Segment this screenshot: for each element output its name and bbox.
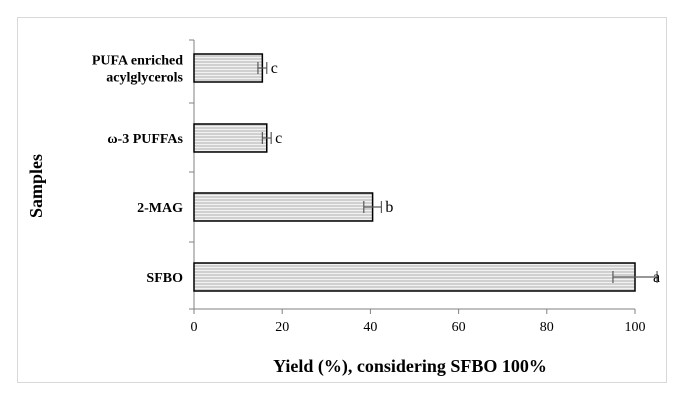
category-label-line: PUFA enriched bbox=[92, 54, 183, 69]
category-label-line: SFBO bbox=[146, 271, 183, 286]
category-label: ω-3 PUFFAs bbox=[107, 132, 183, 147]
x-tick-label: 80 bbox=[540, 320, 554, 335]
significance-label: b bbox=[385, 199, 393, 216]
x-tick-label: 40 bbox=[363, 320, 377, 335]
category-label-line: acylglycerols bbox=[106, 71, 183, 86]
x-tick-label: 100 bbox=[625, 320, 646, 335]
bars bbox=[193, 53, 658, 292]
y-axis-title: Samples bbox=[26, 154, 46, 218]
category-label: PUFA enriched acylglycerols bbox=[92, 54, 184, 86]
category-label: SFBO bbox=[146, 271, 183, 286]
x-tick-label: 60 bbox=[452, 320, 466, 335]
significance-label: a bbox=[653, 269, 660, 286]
category-label-line: ω-3 PUFFAs bbox=[107, 132, 183, 147]
category-label: 2-MAG bbox=[137, 201, 183, 216]
x-axis-title: Yield (%), considering SFBO 100% bbox=[273, 356, 547, 377]
category-label-line: 2-MAG bbox=[137, 201, 183, 216]
bar--3-puffas bbox=[193, 123, 268, 153]
bar-sfbo bbox=[193, 262, 636, 292]
x-tick-label: 0 bbox=[191, 320, 198, 335]
x-tick-label: 20 bbox=[275, 320, 289, 335]
labels: 0 20 40 60 80 100 a SFBO b 2-MAG c ω-3 PUFFAs c PUFA … bbox=[92, 54, 660, 336]
significance-label: c bbox=[275, 130, 282, 147]
significance-label: c bbox=[271, 60, 278, 77]
bar-pufa-enriched-acylglycerols bbox=[193, 53, 264, 83]
bar-2-mag bbox=[193, 192, 374, 222]
